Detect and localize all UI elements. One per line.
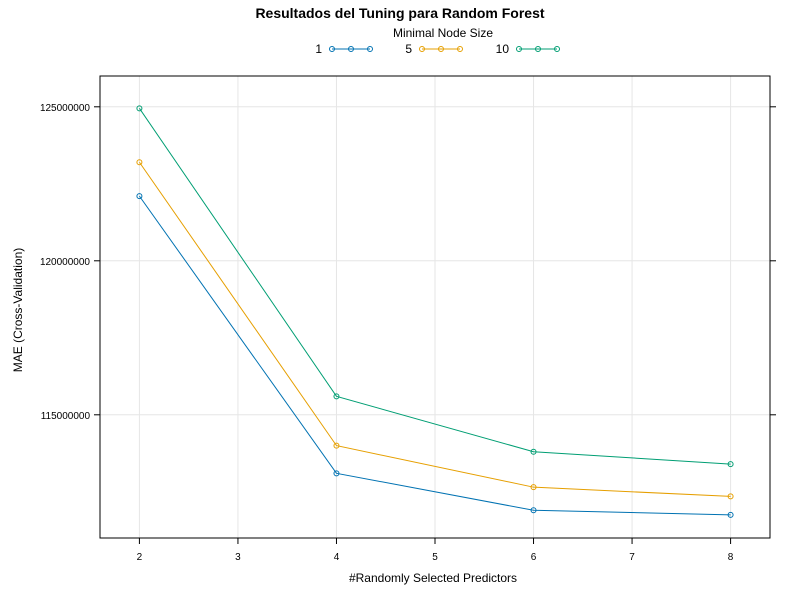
x-tick-label-0: 2 [137,552,143,563]
series-5 [136,159,734,500]
y-tick-label-2: 125000000 [40,103,90,114]
legend-marker-5-1 [438,46,444,52]
point-1-2 [530,507,537,514]
point-1-1 [333,470,340,477]
series-line-5 [139,161,731,497]
series-10 [136,105,734,468]
point-1-0 [136,193,143,200]
legend-item-1: 1 [315,42,373,56]
point-5-3 [727,493,734,500]
y-tick-label-1: 120000000 [40,257,90,268]
point-10-2 [530,448,537,455]
series-line-10 [138,108,731,465]
legend: 1 5 10 [315,42,560,56]
legend-item-10: 10 [496,42,560,56]
point-5-2 [530,484,537,491]
legend-marker-1-2 [367,46,373,52]
legend-label-1: 1 [315,42,322,56]
grid [100,76,770,538]
point-5-1 [333,442,340,449]
legend-marker-1-1 [348,46,354,52]
legend-item-5: 5 [405,42,463,56]
y-tick-label-0: 115000000 [41,411,91,422]
series-line-1 [139,195,731,516]
x-tick-label-3: 5 [432,552,438,563]
legend-marker-10-2 [554,46,560,52]
x-tick-label-6: 8 [728,552,734,563]
point-10-0 [136,105,143,112]
x-tick-label-1: 3 [235,552,241,563]
legend-label-5: 5 [405,42,412,56]
x-tick-label-5: 7 [629,552,635,563]
x-tick-label-4: 6 [531,552,537,563]
legend-label-10: 10 [496,42,510,56]
series-1 [136,193,734,518]
legend-marker-5-2 [457,46,463,52]
series-layer [136,105,734,518]
y-axis-label: MAE (Cross-Validation) [11,248,25,372]
legend-marker-1-0 [329,46,335,52]
legend-marker-10-0 [516,46,522,52]
legend-marker-5-0 [419,46,425,52]
x-axis-label: #Randomly Selected Predictors [349,571,517,585]
legend-marker-10-1 [535,46,541,52]
x-tick-label-2: 4 [334,552,340,563]
legend-title: Minimal Node Size [393,26,493,40]
point-1-3 [727,511,734,518]
point-5-0 [136,159,143,166]
axes: 2 3 4 5 6 7 8 115000000 120000000 125000000 [40,103,776,563]
point-10-3 [727,461,734,468]
point-10-1 [333,393,340,400]
chart-title: Resultados del Tuning para Random Forest [255,5,544,21]
